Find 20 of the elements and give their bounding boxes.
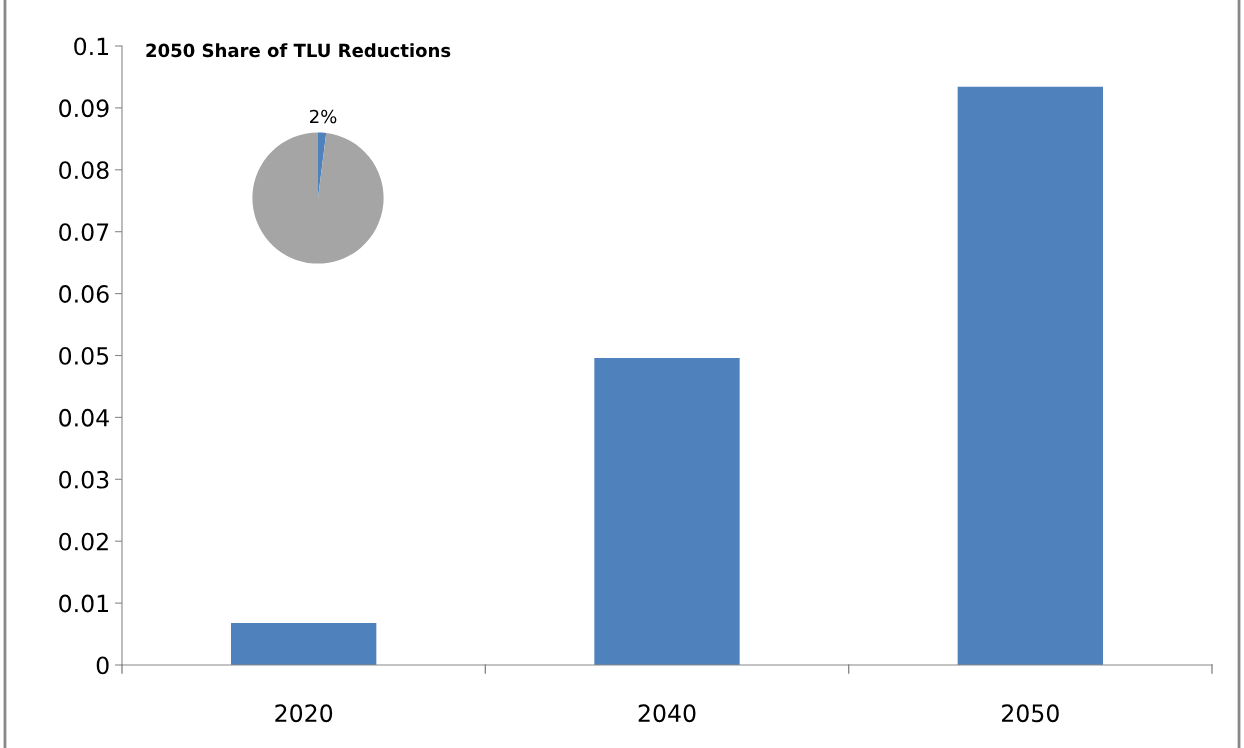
bar (594, 357, 740, 665)
chart-title: 2050 Share of TLU Reductions (146, 43, 451, 58)
x-tick-label: 2020 (275, 704, 333, 723)
y-tick-label: 0.1 (74, 37, 109, 56)
y-tick-label: 0.05 (59, 346, 109, 365)
data-label: 2% (310, 109, 337, 124)
y-tick-label: 0.08 (59, 161, 109, 180)
y-tick-label: 0.06 (59, 285, 109, 303)
x-tick-label: 2040 (638, 704, 696, 723)
y-tick-label: 0.01 (59, 594, 109, 613)
bar (957, 86, 1103, 665)
y-tick-label: 0.02 (59, 532, 108, 551)
y-tick-label: 0.07 (59, 223, 109, 242)
x-tick-label: 2050 (1002, 704, 1059, 723)
y-tick-label: 0.04 (59, 408, 109, 427)
bar (231, 622, 377, 665)
y-tick-label: 0 (96, 656, 109, 675)
y-tick-label: 0.03 (59, 470, 109, 489)
y-tick-label: 0.09 (59, 99, 109, 118)
pie-slice (252, 132, 384, 264)
